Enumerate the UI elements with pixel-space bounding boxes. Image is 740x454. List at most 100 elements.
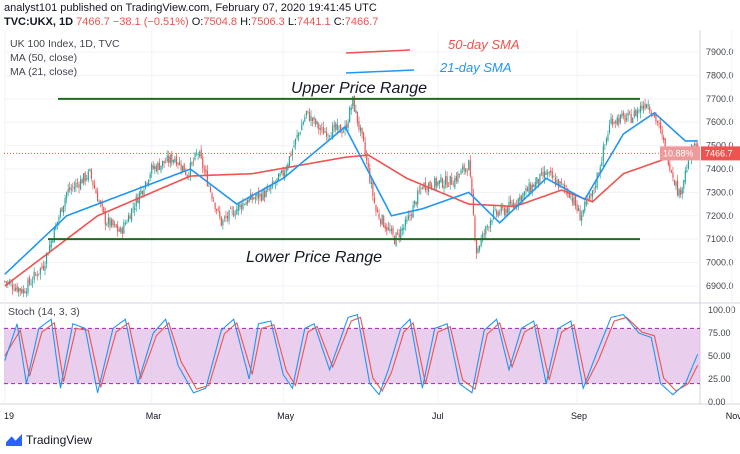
last-price: 7466.7	[76, 16, 110, 28]
candle-body	[301, 124, 303, 131]
candle-body	[443, 185, 445, 189]
candle-body	[347, 122, 349, 129]
candle-body	[410, 214, 413, 217]
candle-body	[144, 181, 147, 188]
candle-body	[525, 187, 527, 192]
candle-body	[415, 201, 417, 205]
candle-body	[574, 196, 577, 207]
candle-body	[282, 169, 284, 177]
candle-body	[599, 166, 601, 173]
candle-body	[553, 176, 555, 178]
candle-body	[562, 184, 564, 185]
candle-body	[406, 219, 408, 222]
candle-body	[509, 200, 512, 204]
tradingview-brand[interactable]: TradingView	[6, 433, 92, 447]
candle-body	[212, 200, 215, 202]
candle-body	[389, 228, 391, 231]
candle-body	[233, 210, 235, 217]
candle-body	[581, 214, 583, 221]
candle-body	[203, 169, 205, 171]
candle-body	[89, 169, 91, 171]
candle-body	[520, 195, 522, 202]
candle-body	[183, 163, 185, 172]
candle-body	[267, 188, 269, 190]
candle-body	[680, 189, 682, 196]
candle-body	[449, 175, 451, 185]
candle-body	[42, 266, 45, 270]
candle-body	[642, 105, 645, 110]
candle-body	[559, 181, 561, 187]
candle-body	[342, 131, 345, 132]
candle-body	[237, 204, 239, 211]
candle-body	[177, 163, 179, 165]
candle-body	[463, 164, 465, 171]
candle-body	[166, 155, 168, 162]
candle-body	[274, 183, 277, 184]
candle-body	[420, 188, 422, 190]
candle-body	[429, 181, 431, 187]
candle-body	[222, 219, 224, 226]
candle-body	[313, 117, 315, 120]
candle-body	[499, 212, 501, 215]
candle-body	[582, 209, 584, 215]
candle-body	[387, 227, 389, 230]
candle-body	[84, 172, 86, 182]
candle-body	[444, 176, 447, 185]
close-value: 7466.7	[344, 16, 379, 28]
candle-body	[554, 178, 556, 186]
candle-body	[618, 118, 620, 124]
candle-body	[296, 135, 298, 138]
candle-body	[632, 117, 634, 124]
brand-name: TradingView	[26, 433, 93, 447]
candle-body	[66, 192, 68, 199]
candle-body	[202, 157, 204, 169]
candle-body	[56, 221, 58, 226]
candle-body	[107, 217, 109, 224]
price-tick-label: 7300.0	[706, 187, 734, 197]
candle-body	[315, 119, 317, 125]
legend-ma50[interactable]: MA (50, close)	[10, 52, 78, 64]
candle-body	[110, 219, 113, 227]
candle-body	[124, 223, 127, 224]
candle-body	[547, 172, 549, 175]
candle-body	[199, 152, 201, 157]
candle-body	[333, 124, 335, 127]
candle-body	[123, 222, 125, 234]
candle-body	[236, 209, 238, 215]
candle-body	[556, 180, 558, 184]
candle-body	[185, 171, 187, 175]
low-label: L:	[287, 16, 297, 28]
candle-body	[446, 176, 448, 188]
price-tick-label: 7900.0	[706, 47, 734, 57]
candle-body	[367, 162, 369, 168]
candle-body	[468, 160, 470, 171]
candle-body	[471, 178, 473, 194]
candle-body	[41, 266, 43, 268]
price-value-badge	[701, 146, 740, 161]
candle-body	[152, 165, 154, 169]
candle-body	[608, 124, 611, 133]
stoch-tick-label: 100.00	[708, 305, 736, 315]
legend-ma21[interactable]: MA (21, close)	[10, 66, 78, 78]
candle-body	[568, 194, 570, 198]
candle-body	[104, 211, 106, 225]
candle-body	[117, 225, 119, 232]
legend-stoch[interactable]: Stoch (14, 3, 3)	[8, 306, 80, 318]
candle-body	[321, 127, 323, 129]
candle-body	[588, 195, 591, 199]
candle-body	[76, 183, 79, 184]
candle-body	[101, 201, 103, 207]
candle-body	[143, 189, 145, 195]
candle-body	[131, 208, 133, 221]
open-label: O:	[191, 16, 204, 28]
candle-body	[458, 174, 461, 175]
candle-body	[44, 265, 46, 271]
candle-body	[264, 190, 266, 198]
candle-body	[352, 96, 354, 107]
candle-body	[134, 207, 136, 211]
candle-body	[27, 279, 29, 293]
candle-body	[403, 227, 405, 230]
candle-body	[121, 228, 123, 235]
candle-body	[598, 173, 600, 174]
